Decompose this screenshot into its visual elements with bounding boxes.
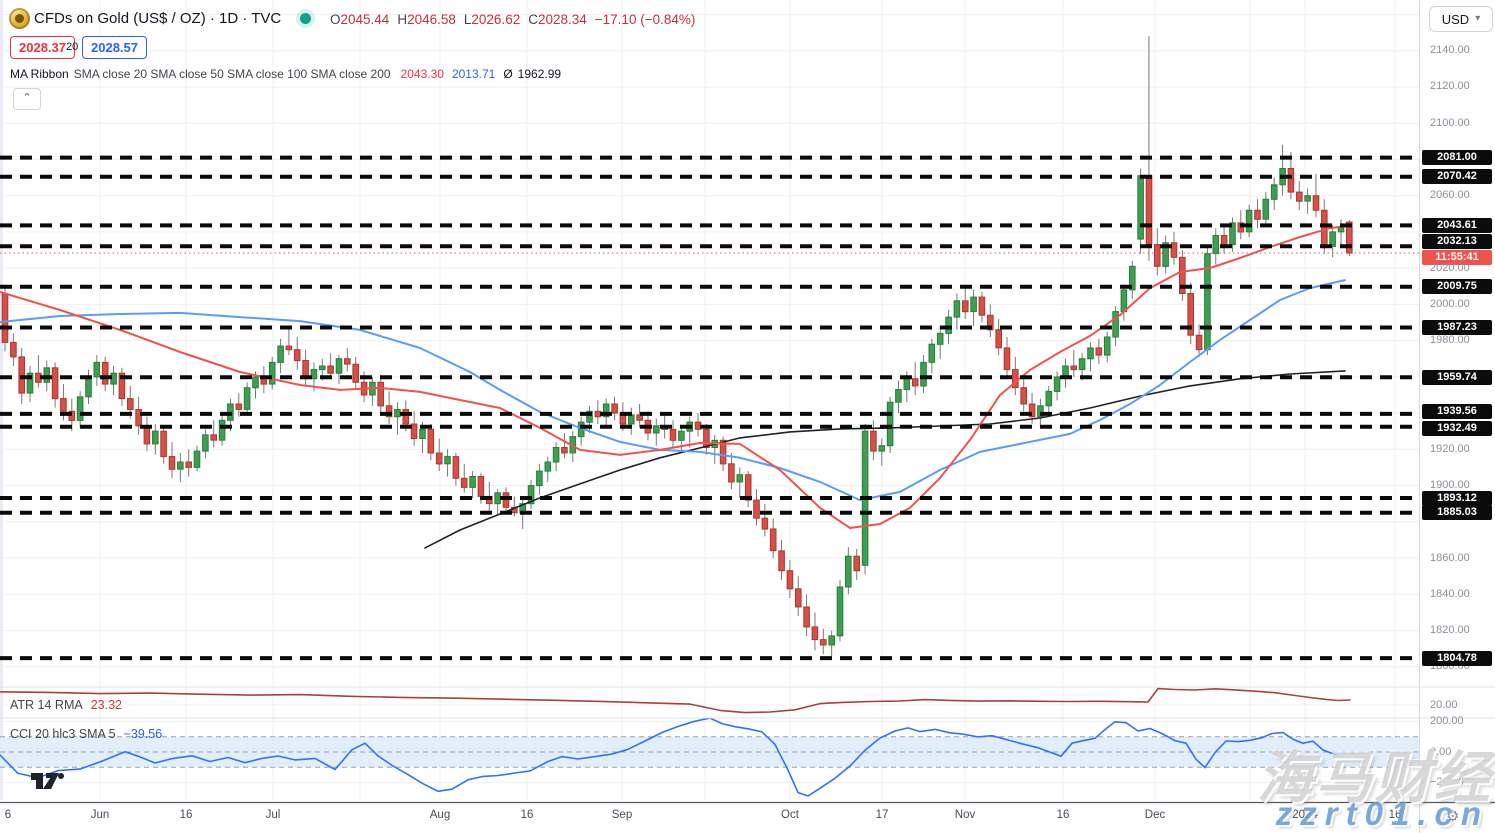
change-value: −17.10 (−0.84%) bbox=[594, 12, 696, 27]
price-level-label: 1893.12 bbox=[1422, 490, 1492, 506]
market-status-dot bbox=[300, 13, 311, 24]
ma-ribbon-params: SMA close 20 SMA close 50 SMA close 100 … bbox=[73, 67, 391, 81]
time-axis-label: 16 bbox=[1388, 809, 1402, 821]
chevron-up-icon: ⌃ bbox=[22, 92, 32, 104]
atr-label: ATR 14 RMA bbox=[10, 698, 83, 712]
price-level-label: 1885.03 bbox=[1422, 505, 1492, 521]
price-level-label: 1959.74 bbox=[1422, 369, 1492, 385]
gold-symbol-icon bbox=[9, 8, 30, 29]
price-level-label: 1939.56 bbox=[1422, 404, 1492, 420]
low-label: L bbox=[463, 12, 472, 27]
time-axis-label: 2024 bbox=[1292, 809, 1318, 821]
price-level-label: 1987.23 bbox=[1422, 320, 1492, 336]
price-level-label: 1932.49 bbox=[1422, 421, 1492, 437]
symbol-title[interactable]: CFDs on Gold (US$ / OZ) · 1D · TVC bbox=[34, 10, 282, 27]
sma50-value: 2013.71 bbox=[451, 67, 496, 81]
currency-label: USD bbox=[1441, 11, 1470, 27]
collapse-legend-button[interactable]: ⌃ bbox=[13, 88, 41, 110]
time-axis-label: Jul bbox=[265, 809, 281, 821]
ohlc-values: O2045.44 H2046.58 L2026.62 C2028.34 −17.10 (… bbox=[330, 12, 703, 27]
time-axis-label: 16 bbox=[1056, 809, 1070, 821]
axis-grid-label: 1920.00 bbox=[1430, 442, 1470, 455]
price-level-label: 2032.13 bbox=[1422, 234, 1492, 250]
currency-dropdown[interactable]: USD ▾ bbox=[1429, 6, 1493, 32]
time-axis-label: 6 bbox=[4, 809, 12, 821]
cci-axis-label: 200.00 bbox=[1430, 715, 1464, 727]
ma-ribbon-title: MA Ribbon bbox=[10, 67, 69, 81]
tradingview-logo[interactable] bbox=[30, 772, 76, 790]
atr-legend[interactable]: ATR 14 RMA 23.32 bbox=[10, 698, 122, 712]
high-value: 2046.58 bbox=[407, 12, 456, 27]
time-axis-label: 17 bbox=[875, 809, 889, 821]
open-value: 2045.44 bbox=[340, 12, 390, 27]
sma20-value: 2043.30 bbox=[400, 67, 444, 81]
cci-label: CCI 20 hlc3 SMA 5 bbox=[10, 727, 116, 741]
time-axis-label: Jun bbox=[90, 809, 110, 821]
price-level-label: 2043.61 bbox=[1422, 217, 1492, 233]
axis-grid-label: 2020.00 bbox=[1430, 261, 1470, 274]
high-label: H bbox=[397, 12, 408, 27]
axis-grid-label: 2060.00 bbox=[1430, 189, 1470, 202]
sell-button[interactable]: 2028.37 bbox=[10, 36, 75, 59]
axis-grid-label: 1840.00 bbox=[1430, 587, 1470, 600]
gear-icon[interactable]: ⚙ bbox=[1446, 808, 1460, 825]
axis-grid-label: 1820.00 bbox=[1430, 624, 1470, 636]
price-level-label: 2009.75 bbox=[1422, 279, 1492, 295]
ma-ribbon-legend[interactable]: MA Ribbon SMA close 20 SMA close 50 SMA c… bbox=[10, 67, 561, 81]
average-symbol: Ø bbox=[503, 67, 513, 81]
time-axis-label: 16 bbox=[179, 809, 193, 821]
time-axis-label: Oct bbox=[781, 809, 799, 821]
ribbon-average-value: 1962.99 bbox=[517, 67, 562, 81]
cci-value: −39.56 bbox=[123, 727, 163, 741]
cci-axis-label: 0.00 bbox=[1430, 745, 1452, 758]
buy-button[interactable]: 2028.57 bbox=[82, 36, 147, 59]
axis-grid-label: 2120.00 bbox=[1430, 80, 1470, 93]
low-value: 2026.62 bbox=[471, 12, 521, 27]
price-level-label: 2070.42 bbox=[1422, 169, 1492, 185]
spread-value: 20 bbox=[66, 41, 79, 53]
time-axis-label: Sep bbox=[611, 809, 633, 821]
open-label: O bbox=[330, 12, 341, 27]
cci-axis-label: −200.00 bbox=[1430, 776, 1471, 788]
axis-grid-label: 1900.00 bbox=[1430, 479, 1470, 492]
price-level-label: 1804.78 bbox=[1422, 650, 1492, 666]
close-value: 2028.34 bbox=[537, 12, 587, 27]
time-axis-label: 16 bbox=[520, 809, 534, 821]
price-level-label: 2081.00 bbox=[1422, 150, 1492, 166]
chevron-down-icon: ▾ bbox=[1475, 13, 1481, 24]
axis-grid-label: 1860.00 bbox=[1430, 551, 1470, 564]
atr-value: 23.32 bbox=[90, 698, 122, 712]
time-axis-label: Aug bbox=[429, 809, 451, 821]
close-label: C bbox=[528, 12, 538, 27]
axis-grid-label: 2100.00 bbox=[1430, 116, 1470, 129]
axis-grid-label: 2000.00 bbox=[1430, 297, 1470, 310]
atr-axis-label: 20.00 bbox=[1430, 698, 1458, 711]
bar-countdown-label: 11:55:41 bbox=[1422, 250, 1492, 265]
time-axis-label: Dec bbox=[1144, 809, 1166, 821]
axis-grid-label: 1980.00 bbox=[1430, 334, 1470, 347]
axis-grid-label: 2140.00 bbox=[1430, 44, 1470, 57]
cci-legend[interactable]: CCI 20 hlc3 SMA 5 −39.56 bbox=[10, 727, 162, 741]
time-axis-label: Nov bbox=[954, 809, 976, 821]
